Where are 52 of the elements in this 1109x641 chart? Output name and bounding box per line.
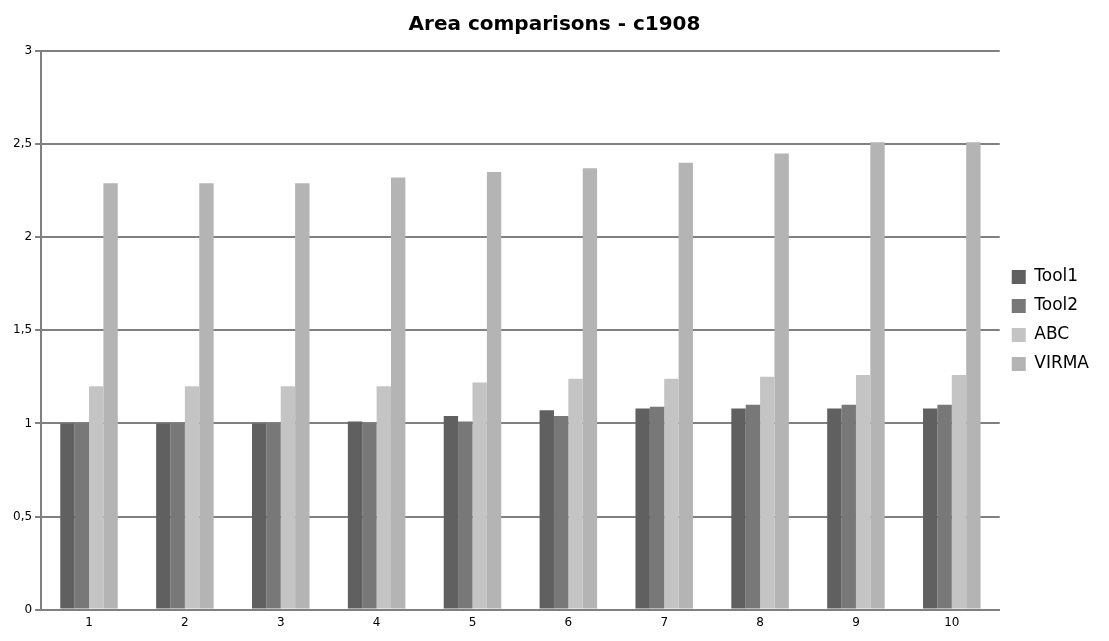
bar: [568, 378, 583, 609]
bar: [582, 168, 598, 609]
x-tick-label: 7: [660, 614, 669, 629]
x-tick-label: 8: [756, 614, 764, 629]
bar: [635, 408, 650, 609]
x-tick-label: 3: [276, 614, 285, 629]
bar: [678, 162, 693, 609]
bar: [539, 410, 554, 609]
bar: [443, 415, 459, 609]
bar: [760, 376, 775, 609]
y-tick-label: 3: [24, 43, 33, 58]
bar: [923, 408, 938, 609]
bar: [60, 423, 75, 609]
x-tick-label: 2: [181, 614, 189, 629]
legend-label: Tool2: [1033, 294, 1079, 315]
bar: [731, 408, 746, 609]
x-tick-label: 6: [564, 614, 573, 629]
x-tick-label: 10: [944, 614, 960, 629]
y-tick-label: 2: [24, 229, 33, 244]
x-tick-label: 9: [852, 614, 860, 629]
legend-label: Tool1: [1033, 265, 1079, 286]
bar: [966, 142, 981, 609]
y-tick-label: 0,5: [12, 508, 33, 523]
bar: [664, 378, 679, 609]
y-tick-label: 0: [24, 601, 33, 616]
x-tick-label: 5: [468, 614, 477, 629]
bar: [391, 177, 406, 609]
x-tick-label: 4: [372, 614, 381, 629]
x-tick-label: 1: [85, 614, 93, 629]
bar: [156, 423, 171, 609]
bar: [280, 386, 296, 609]
bar: [870, 142, 885, 609]
bar: [251, 423, 267, 609]
bar: [347, 421, 363, 609]
bar: [376, 386, 391, 609]
bar: [103, 183, 118, 609]
bar: [199, 183, 214, 609]
bar: [472, 382, 487, 609]
y-tick-label: 1,5: [12, 322, 33, 337]
bar: [951, 374, 967, 609]
bar: [774, 153, 789, 609]
y-tick-label: 2,5: [12, 136, 33, 151]
bar: [827, 408, 842, 609]
bar: [295, 183, 310, 609]
legend-label: ABC: [1034, 323, 1070, 344]
bar: [89, 386, 104, 609]
bar: [855, 374, 871, 609]
y-tick-label: 1: [24, 415, 33, 430]
bar: [184, 386, 200, 609]
bar: [486, 172, 502, 609]
chart-title: Area comparisons - c1908: [408, 11, 701, 36]
legend-label: VIRMA: [1034, 352, 1090, 373]
